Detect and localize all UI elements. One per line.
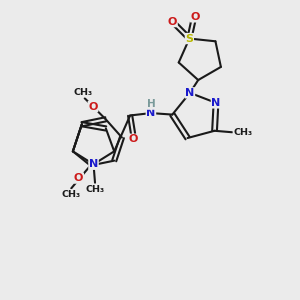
Text: O: O [168,16,177,27]
Text: CH₃: CH₃ [74,88,93,97]
Text: O: O [190,12,200,22]
Text: N: N [146,108,155,118]
Text: S: S [185,34,194,44]
Text: CH₃: CH₃ [233,128,252,137]
Text: CH₃: CH₃ [85,185,105,194]
Text: N: N [89,159,98,169]
Text: H: H [147,99,156,109]
Text: O: O [74,173,83,183]
Text: O: O [128,134,138,144]
Text: CH₃: CH₃ [62,190,81,199]
Text: O: O [88,101,98,112]
Text: N: N [212,98,220,108]
Text: N: N [185,88,194,98]
